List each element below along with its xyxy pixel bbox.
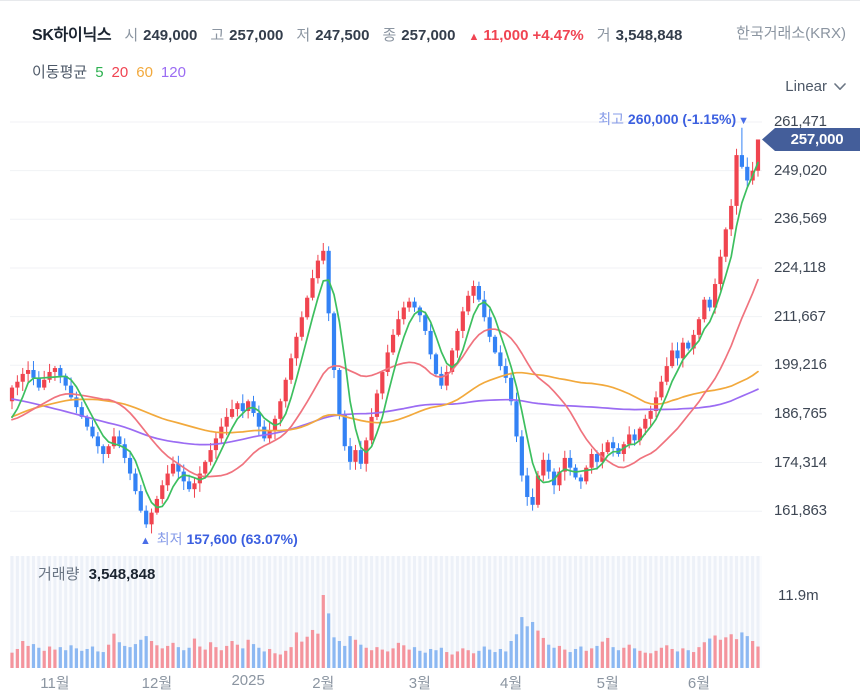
- moving-averages-layer: [11, 161, 759, 509]
- ma5-legend: 5: [95, 64, 104, 81]
- moving-average-legend: 이동평균 5 20 60 120: [32, 64, 186, 81]
- ma120-line: [11, 388, 759, 446]
- y-axis-label: 161,863: [774, 502, 827, 520]
- x-axis-label: 11월: [40, 675, 70, 692]
- y-axis-label: 261,471: [774, 113, 827, 130]
- ma60-legend: 60: [136, 64, 153, 81]
- y-axis-label: 236,569: [774, 210, 827, 228]
- ma5-line: [11, 161, 759, 509]
- x-axis-label: 6월: [687, 675, 711, 692]
- stock-header: SK하이닉스 시 249,000 고 257,000 저 247,500 종 2…: [32, 21, 682, 45]
- period-low-marker: ▲ 최저 157,600 (63.07%): [140, 531, 298, 547]
- x-axis-label: 12월: [141, 675, 173, 692]
- x-axis-label: 3월: [408, 675, 431, 692]
- x-axis-label: 2025: [231, 672, 265, 689]
- y-axis-label: 249,020: [774, 161, 827, 179]
- stat-high: 고 257,000: [210, 27, 284, 44]
- down-triangle-icon: ▼: [738, 115, 749, 127]
- y-axis-label: 174,314: [774, 453, 827, 471]
- volume-pane-title: 거래량 3,548,848: [38, 566, 156, 583]
- x-axis-label: 5월: [596, 675, 619, 692]
- candles-layer: [9, 127, 761, 534]
- grid-layer: [10, 121, 762, 512]
- volume-bars-layer: [10, 595, 760, 668]
- stat-close: 종 257,000: [382, 27, 456, 44]
- up-triangle-icon: ▲: [468, 31, 480, 43]
- period-high-marker: 최고 260,000 (-1.15%) ▼: [598, 111, 749, 127]
- stat-volume: 거 3,548,848: [596, 27, 683, 44]
- y-axis-label: 186,765: [774, 404, 827, 422]
- y-axis-label: 224,118: [774, 258, 826, 276]
- ma20-legend: 20: [111, 64, 129, 81]
- x-axis-label: 2월: [312, 675, 335, 692]
- volume-max-label: 11.9m: [778, 587, 819, 604]
- y-axis-label: 199,216: [774, 356, 827, 374]
- scale-selector[interactable]: Linear: [785, 78, 846, 95]
- top-border: [0, 0, 860, 1]
- y-axis-label: 211,667: [774, 307, 826, 325]
- up-triangle-icon: ▲: [140, 535, 151, 547]
- chevron-down-icon: [834, 82, 846, 90]
- ma120-legend: 120: [160, 64, 186, 81]
- x-axis-label: 4월: [500, 675, 523, 692]
- stat-open: 시 249,000: [124, 27, 198, 44]
- stat-low: 저 247,500: [296, 27, 370, 44]
- exchange-label: 한국거래소(KRX): [736, 25, 846, 42]
- current-price-tag: 257,000: [762, 128, 860, 151]
- price-change: ▲ 11,000 +4.47%: [468, 27, 584, 44]
- stock-title: SK하이닉스: [32, 27, 112, 44]
- ma60-line: [11, 370, 759, 434]
- ma20-line: [11, 278, 759, 478]
